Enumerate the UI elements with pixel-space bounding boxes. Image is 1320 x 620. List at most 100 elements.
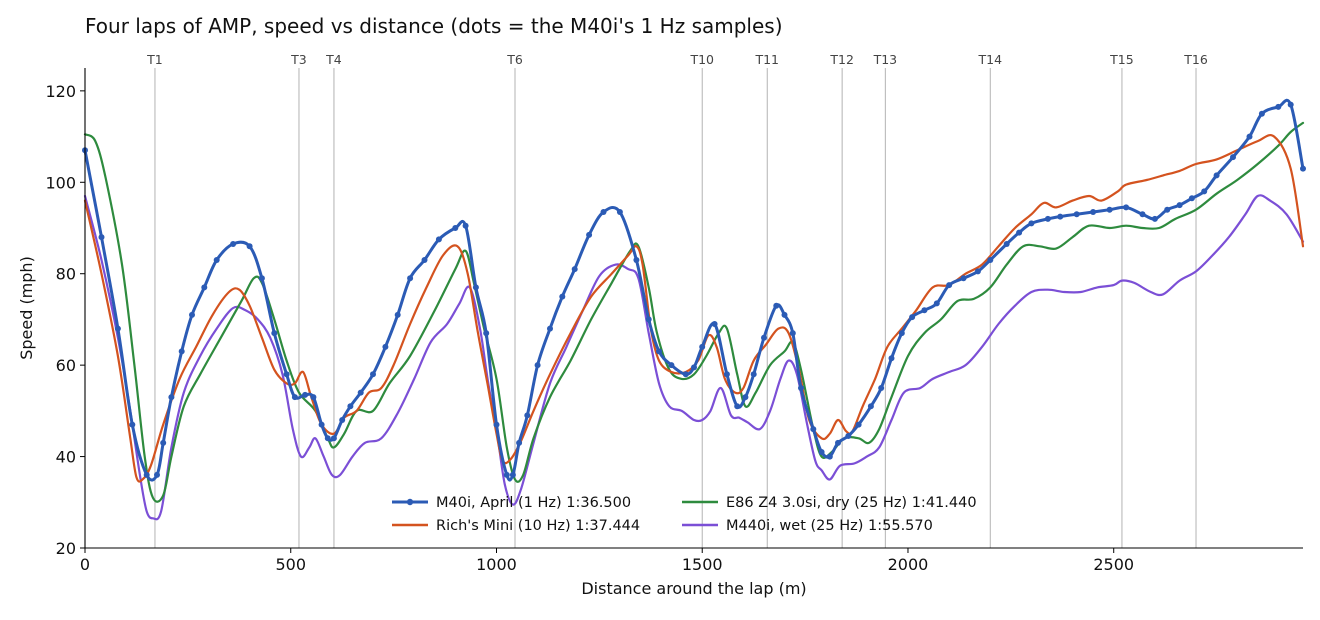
data-point — [773, 302, 780, 309]
data-point — [711, 321, 718, 327]
data-point — [1016, 229, 1023, 236]
data-point — [547, 325, 553, 332]
data-point — [493, 421, 500, 428]
data-point — [974, 268, 981, 275]
series-line — [83, 133, 1305, 483]
data-point — [283, 371, 290, 378]
data-point — [1246, 133, 1253, 140]
data-point — [310, 394, 317, 401]
legend-item-e86-z4-dry: E86 Z4 3.0si, dry (25 Hz) 1:41.440 — [682, 495, 977, 511]
data-point — [318, 421, 325, 428]
data-point — [691, 364, 697, 371]
series-m440i-wet — [83, 194, 1305, 521]
data-point — [1151, 215, 1158, 222]
data-point — [682, 371, 689, 378]
series-m40i-april — [82, 98, 1306, 482]
data-point — [1028, 220, 1035, 227]
data-point — [798, 385, 804, 391]
y-tick-label: 20 — [56, 539, 76, 558]
data-point — [888, 355, 895, 362]
data-point — [742, 394, 749, 401]
data-point — [271, 330, 278, 337]
data-point — [302, 391, 309, 398]
data-point — [483, 330, 490, 337]
data-point — [246, 243, 253, 250]
data-point — [472, 284, 479, 291]
data-point — [1275, 103, 1282, 110]
data-point — [1287, 101, 1294, 108]
x-tick-label: 2500 — [1093, 555, 1134, 574]
data-point — [347, 403, 354, 410]
data-point — [987, 257, 994, 263]
data-point — [586, 231, 593, 238]
data-point — [616, 209, 623, 215]
data-point — [1230, 154, 1236, 161]
data-point — [421, 257, 428, 263]
data-point — [154, 471, 160, 478]
data-point — [600, 209, 607, 215]
data-point — [462, 222, 469, 229]
data-point — [960, 275, 967, 282]
data-point — [1044, 215, 1051, 222]
data-point — [781, 311, 788, 318]
data-point — [1073, 211, 1080, 218]
data-point — [370, 371, 376, 378]
x-tick-label: 1500 — [682, 555, 723, 574]
data-point — [258, 275, 265, 282]
data-point — [1057, 213, 1064, 220]
turn-marker-label: T13 — [873, 52, 898, 67]
x-tick-label: 0 — [80, 555, 90, 574]
data-point — [114, 325, 121, 332]
chart-title: Four laps of AMP, speed vs distance (dot… — [85, 14, 783, 38]
y-tick-label: 60 — [56, 356, 76, 375]
data-point — [571, 266, 578, 273]
data-point — [1300, 165, 1306, 172]
data-point — [867, 403, 874, 410]
data-point — [534, 362, 541, 369]
legend-item-m440i-wet: M440i, wet (25 Hz) 1:55.570 — [682, 518, 933, 534]
data-point — [1213, 172, 1220, 179]
data-point — [835, 439, 841, 446]
turn-marker-label: T15 — [1109, 52, 1134, 67]
data-point — [1003, 241, 1010, 247]
legend-label: E86 Z4 3.0si, dry (25 Hz) 1:41.440 — [726, 495, 977, 511]
data-point — [1258, 110, 1265, 117]
data-point — [789, 330, 796, 337]
x-tick-label: 2000 — [888, 555, 929, 574]
data-point — [143, 471, 150, 478]
data-point — [750, 371, 757, 378]
data-point — [818, 449, 825, 455]
turn-marker-label: T14 — [977, 52, 1002, 67]
data-point — [1123, 204, 1130, 211]
data-point — [168, 394, 175, 401]
data-point — [178, 348, 185, 355]
legend-item-richs-mini: Rich's Mini (10 Hz) 1:37.444 — [392, 518, 640, 534]
data-point — [761, 334, 767, 341]
data-point — [394, 311, 401, 318]
turn-marker-label: T1 — [146, 52, 163, 67]
data-point — [1106, 206, 1113, 213]
series-line — [83, 121, 1305, 503]
legend: M40i, April (1 Hz) 1:36.500 Rich's Mini (… — [392, 495, 977, 534]
data-point — [357, 389, 364, 396]
data-point — [1139, 211, 1146, 218]
series-line — [83, 98, 1305, 482]
data-point — [656, 348, 662, 355]
legend-label: M440i, wet (25 Hz) 1:55.570 — [726, 518, 933, 534]
legend-item-m40i-april: M40i, April (1 Hz) 1:36.500 — [392, 495, 631, 511]
data-point — [878, 385, 885, 391]
data-point — [160, 439, 167, 446]
turn-marker-label: T11 — [754, 52, 779, 67]
y-tick-label: 80 — [56, 265, 76, 284]
turn-marker-label: T12 — [829, 52, 854, 67]
data-point — [723, 371, 730, 378]
data-point — [339, 417, 346, 423]
data-point — [407, 275, 414, 282]
data-point — [452, 225, 459, 231]
data-point — [921, 307, 928, 314]
data-point — [1090, 209, 1097, 215]
x-tick-label: 500 — [275, 555, 306, 574]
data-point — [1188, 195, 1195, 202]
data-point — [213, 257, 220, 263]
